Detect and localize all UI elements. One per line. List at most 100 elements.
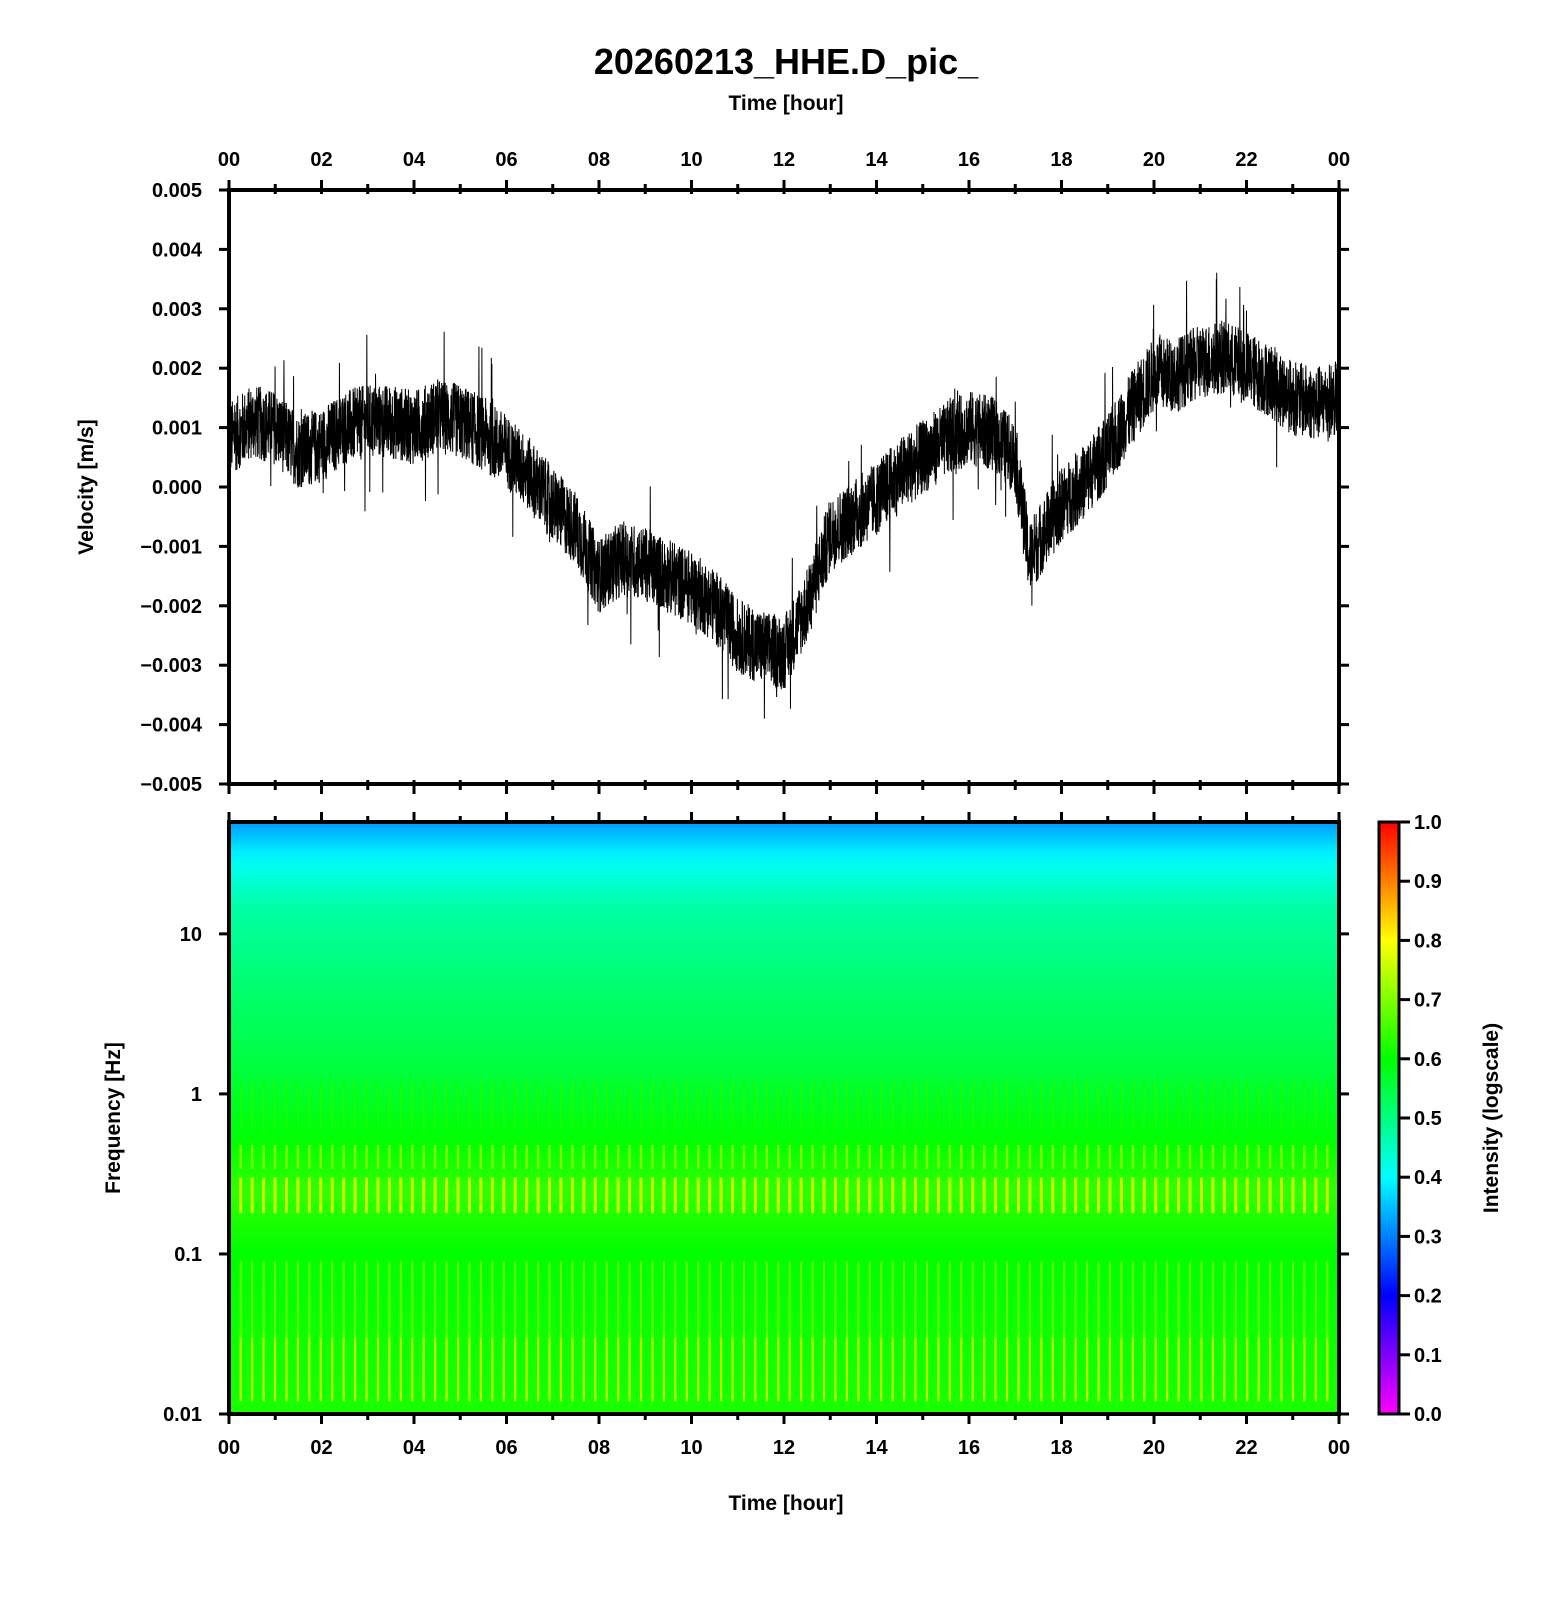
- spectrogram-stripe: [948, 1177, 952, 1214]
- spectrogram-stripe: [1199, 1177, 1203, 1214]
- x-tick-label: 12: [773, 1437, 795, 1459]
- x-tick-label: 00: [1328, 149, 1350, 171]
- spectrogram-stripe: [548, 1177, 552, 1214]
- spectrogram-stripe: [490, 1177, 494, 1214]
- spectrogram-stripe: [800, 1337, 803, 1402]
- spectrogram-stripe: [560, 1081, 562, 1130]
- spectrogram-stripe: [1097, 1081, 1100, 1130]
- spectrogram-stripe: [1177, 1144, 1180, 1169]
- spectrogram-stripe: [914, 1144, 917, 1169]
- spectrogram-stripe: [1177, 1081, 1180, 1130]
- spectrogram-stripe: [331, 1081, 334, 1130]
- x-tick-label: 02: [310, 149, 332, 171]
- spectrogram-stripe: [1097, 1261, 1100, 1338]
- spectrogram-stripe: [708, 1337, 711, 1402]
- spectrogram-stripe: [331, 1144, 334, 1169]
- spectrogram-stripe: [480, 1081, 482, 1130]
- spectrogram-stripe: [468, 1337, 471, 1402]
- y-tick-label: 0.1: [174, 1244, 202, 1266]
- colorbar-tick-label: 0.6: [1414, 1049, 1442, 1071]
- spectrogram-stripe: [914, 1337, 917, 1402]
- spectrogram-stripe: [514, 1144, 517, 1169]
- spectrogram-stripe: [708, 1081, 711, 1130]
- spectrogram-stripe: [926, 1081, 928, 1130]
- spectrogram-stripe: [410, 1177, 414, 1214]
- spectrogram-stripe: [971, 1177, 975, 1214]
- spectrogram-y-tick-labels: 10 1 0.1 0.01: [163, 924, 202, 1426]
- spectrogram-stripe: [457, 1261, 460, 1338]
- spectrogram-stripe: [1109, 1081, 1111, 1130]
- spectrogram-stripe: [833, 1177, 837, 1214]
- spectrogram-stripe: [959, 1177, 963, 1214]
- spectrogram-stripe: [250, 1177, 254, 1214]
- spectrogram-stripe: [662, 1144, 666, 1169]
- spectrogram-stripe: [823, 1261, 826, 1338]
- spectrogram-stripe: [239, 1177, 243, 1214]
- spectrogram-stripe: [1097, 1337, 1100, 1402]
- spectrogram-stripe: [1028, 1144, 1032, 1169]
- spectrogram-stripe: [1074, 1144, 1077, 1169]
- spectrogram-stripe: [902, 1144, 906, 1169]
- spectrogram-stripe: [1166, 1081, 1168, 1130]
- spectrogram-stripe: [674, 1261, 677, 1338]
- spectrogram-stripe: [502, 1081, 505, 1130]
- y-tick-label: 10: [180, 924, 202, 946]
- spectrogram-stripe: [571, 1144, 574, 1169]
- spectrogram-stripe: [663, 1081, 665, 1130]
- x-tick-label: 00: [218, 1437, 240, 1459]
- spectrogram-stripe: [1292, 1081, 1294, 1130]
- spectrogram-stripe: [960, 1081, 963, 1130]
- spectrogram-stripe: [1040, 1081, 1043, 1130]
- spectrogram-stripe: [1326, 1081, 1329, 1130]
- spectrogram-stripe: [262, 1177, 266, 1214]
- spectrogram-stripe: [639, 1177, 643, 1214]
- spectrogram-stripe: [1303, 1144, 1306, 1169]
- spectrogram-stripe: [799, 1177, 803, 1214]
- spectrogram-stripe: [422, 1261, 425, 1338]
- spectrogram-stripe: [353, 1144, 357, 1169]
- spectrogram-stripe: [513, 1177, 517, 1214]
- spectrogram-stripe: [594, 1261, 597, 1338]
- colorbar-tick-label: 1.0: [1414, 812, 1442, 834]
- spectrogram-stripe: [731, 1081, 734, 1130]
- spectrogram-stripe: [994, 1144, 997, 1169]
- spectrogram-stripe: [296, 1177, 300, 1214]
- spectrogram-stripe: [525, 1081, 528, 1130]
- spectrogram-stripe: [1131, 1261, 1134, 1338]
- spectrogram-stripe: [971, 1081, 974, 1130]
- spectrogram-stripe: [445, 1144, 448, 1169]
- x-tick-label: 20: [1143, 1437, 1165, 1459]
- spectrogram-stripe: [1028, 1337, 1032, 1402]
- spectrogram-stripe: [685, 1177, 689, 1214]
- spectrogram-stripe: [994, 1261, 997, 1338]
- spectrogram-stripe: [285, 1337, 288, 1402]
- spectrogram-stripe: [1097, 1177, 1101, 1214]
- spectrogram-stripe: [1108, 1177, 1112, 1214]
- spectrogram-stripe: [742, 1177, 746, 1214]
- spectrogram-stripe: [1189, 1261, 1192, 1338]
- spectrogram-stripe: [377, 1081, 379, 1130]
- spectrogram-stripe: [251, 1337, 254, 1402]
- y-tick-label: 0.004: [152, 239, 203, 261]
- spectrogram-stripe: [903, 1081, 905, 1130]
- spectrogram-stripe: [856, 1177, 860, 1214]
- x-tick-label: 16: [958, 149, 980, 171]
- spectrogram-stripe: [868, 1261, 871, 1338]
- spectrogram-stripe: [1257, 1337, 1260, 1402]
- x-tick-label: 10: [680, 149, 702, 171]
- waveform-tick-marks: [219, 180, 1349, 794]
- spectrogram-stripe: [594, 1081, 597, 1130]
- top-x-tick-labels: 00 02 04 06 08 10 12 14 16 18 20 22 00: [218, 149, 1350, 171]
- spectrogram-stripe: [262, 1144, 265, 1169]
- spectrogram-stripe: [1154, 1177, 1158, 1214]
- spectrogram-stripe: [925, 1144, 929, 1169]
- spectrogram-stripe: [605, 1144, 608, 1169]
- spectrogram-stripe: [319, 1337, 322, 1402]
- spectrogram-stripe: [685, 1337, 688, 1402]
- spectrogram-stripe: [868, 1337, 871, 1402]
- spectrogram-stripe: [662, 1337, 666, 1402]
- spectrogram-stripe: [651, 1337, 654, 1402]
- x-tick-label: 22: [1235, 1437, 1257, 1459]
- colorbar-ticks: 1.0 0.9 0.8 0.7 0.6 0.5 0.4 0.3 0.2 0.1 0.0: [1399, 812, 1443, 1426]
- spectrogram-stripe: [1211, 1337, 1215, 1402]
